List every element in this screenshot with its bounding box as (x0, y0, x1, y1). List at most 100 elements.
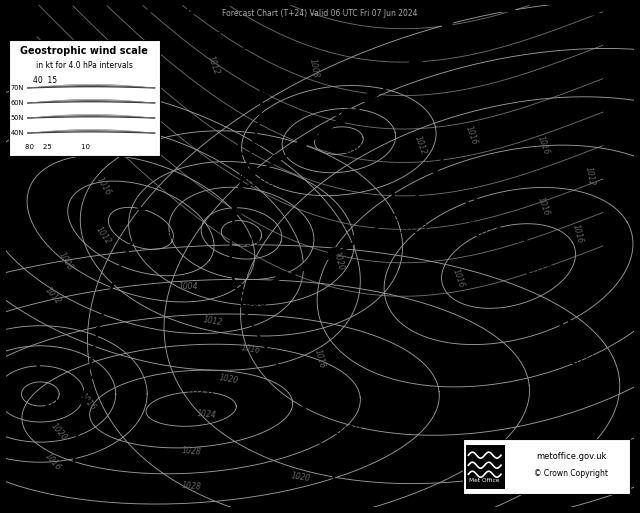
Text: 50N: 50N (11, 115, 24, 121)
Polygon shape (112, 281, 120, 286)
Text: 1016: 1016 (536, 195, 550, 216)
Polygon shape (153, 6, 158, 13)
Wedge shape (303, 261, 317, 270)
Polygon shape (260, 93, 269, 96)
Text: 1020: 1020 (291, 470, 312, 483)
Polygon shape (316, 437, 326, 439)
Polygon shape (266, 349, 276, 351)
Wedge shape (442, 21, 452, 32)
Wedge shape (397, 201, 410, 211)
Polygon shape (316, 5, 320, 13)
Text: 1012: 1012 (203, 315, 223, 327)
FancyBboxPatch shape (463, 439, 630, 495)
Polygon shape (284, 6, 287, 14)
Polygon shape (233, 211, 242, 215)
Polygon shape (330, 471, 339, 472)
Text: 1016: 1016 (43, 451, 63, 472)
Text: 1024: 1024 (196, 409, 217, 419)
Text: 40N: 40N (11, 130, 24, 136)
Wedge shape (431, 162, 441, 173)
Text: 1019: 1019 (524, 264, 554, 277)
Text: 60N: 60N (11, 100, 24, 106)
Text: 1016: 1016 (77, 391, 97, 412)
Text: 1016: 1016 (451, 268, 466, 289)
Wedge shape (328, 248, 342, 258)
Text: 1015: 1015 (399, 223, 428, 236)
Text: 1008: 1008 (333, 424, 362, 437)
Text: 1004: 1004 (179, 282, 198, 290)
Text: 1012: 1012 (205, 55, 221, 76)
Text: L: L (324, 389, 335, 407)
Polygon shape (545, 6, 549, 14)
Polygon shape (97, 327, 106, 332)
Polygon shape (306, 414, 317, 415)
Polygon shape (294, 392, 304, 393)
Polygon shape (232, 283, 243, 285)
Text: H: H (174, 349, 189, 367)
Text: L: L (135, 196, 147, 214)
Polygon shape (230, 235, 239, 239)
Polygon shape (479, 5, 484, 12)
Text: 999: 999 (244, 299, 267, 311)
Text: L: L (236, 264, 247, 282)
Text: 1016: 1016 (536, 135, 550, 156)
Text: 1019: 1019 (474, 226, 504, 239)
Text: 1012: 1012 (94, 225, 113, 246)
Polygon shape (238, 187, 246, 191)
Text: 1002: 1002 (244, 176, 275, 189)
Wedge shape (276, 271, 291, 280)
Text: H: H (557, 319, 573, 337)
Wedge shape (248, 281, 262, 289)
Text: 1028: 1028 (181, 481, 201, 492)
Text: 1028: 1028 (185, 384, 214, 397)
Text: 40  15: 40 15 (33, 76, 57, 85)
Wedge shape (296, 140, 309, 150)
Text: L: L (236, 141, 247, 159)
Text: 1020: 1020 (218, 373, 239, 385)
Polygon shape (186, 7, 190, 14)
Polygon shape (245, 164, 253, 169)
Polygon shape (512, 5, 516, 13)
Wedge shape (440, 139, 449, 150)
Text: Forecast Chart (T+24) Valid 06 UTC Fri 07 Jun 2024: Forecast Chart (T+24) Valid 06 UTC Fri 0… (222, 9, 418, 17)
Polygon shape (159, 10, 167, 15)
Text: 1012: 1012 (584, 165, 596, 186)
Text: Geostrophic wind scale: Geostrophic wind scale (20, 46, 148, 56)
Text: 1016: 1016 (95, 115, 112, 136)
Text: 1020: 1020 (332, 250, 346, 271)
Polygon shape (280, 370, 291, 372)
Polygon shape (321, 449, 331, 451)
Text: H: H (514, 229, 529, 247)
Polygon shape (91, 351, 100, 356)
Text: 1016: 1016 (241, 343, 261, 355)
Polygon shape (252, 69, 262, 70)
Text: L: L (230, 202, 241, 220)
Wedge shape (387, 76, 399, 87)
Polygon shape (414, 3, 419, 11)
Text: 1016: 1016 (313, 348, 327, 369)
Polygon shape (71, 470, 81, 474)
Polygon shape (241, 306, 251, 307)
Text: 1008: 1008 (57, 250, 74, 272)
Polygon shape (74, 446, 83, 450)
Polygon shape (252, 328, 262, 329)
Wedge shape (428, 42, 440, 53)
Wedge shape (353, 233, 365, 243)
Polygon shape (252, 140, 260, 145)
Text: 1007: 1007 (342, 143, 372, 156)
Text: 1012: 1012 (43, 286, 63, 306)
Text: 70N: 70N (11, 85, 24, 91)
Polygon shape (381, 3, 385, 11)
Polygon shape (187, 20, 194, 26)
Text: 80    25             10: 80 25 10 (25, 144, 90, 150)
Text: H: H (463, 191, 478, 209)
Text: 1016: 1016 (571, 223, 584, 244)
Text: 999: 999 (238, 236, 260, 249)
Wedge shape (319, 125, 332, 134)
Wedge shape (416, 183, 428, 193)
Polygon shape (122, 258, 129, 264)
Text: L: L (35, 362, 46, 380)
Text: 1016: 1016 (463, 125, 478, 146)
Wedge shape (342, 109, 355, 119)
Text: 1020: 1020 (49, 421, 69, 442)
